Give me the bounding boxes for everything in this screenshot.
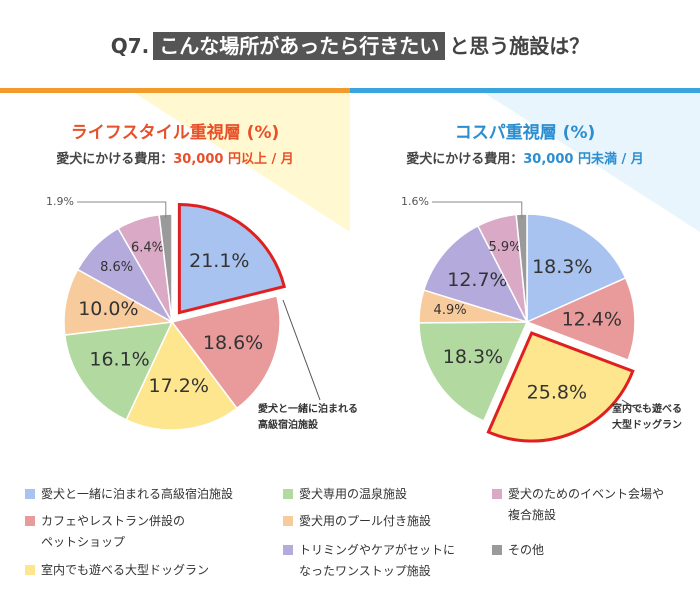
legend-item: 愛犬専用の温泉施設 <box>283 484 407 505</box>
value-label: 10.0% <box>78 298 138 320</box>
header-rest: と思う施設は？ <box>449 34 590 58</box>
value-label: 6.4% <box>131 241 164 256</box>
chart-title: コスパ重視層 (%) <box>454 123 596 143</box>
header-highlight: こんな場所があったら行きたい <box>153 32 446 60</box>
legend-swatch <box>25 489 35 499</box>
header-band <box>350 88 700 93</box>
value-label: 5.9% <box>489 240 522 255</box>
annotation: 愛犬と一緒に泊まれる 高級宿泊施設 <box>258 404 358 431</box>
legend-swatch <box>283 516 293 526</box>
header: Q7. こんな場所があったら行きたい と思う施設は？ <box>0 30 700 60</box>
subtitle-value: 30,000 円以上 / 月 <box>173 152 294 167</box>
pie-slice <box>63 321 174 421</box>
legend-item: 愛犬と一緒に泊まれる高級宿泊施設 <box>25 484 233 505</box>
value-label: 1.6% <box>401 195 429 208</box>
chart-title: ライフスタイル重視層 (%) <box>70 123 280 143</box>
background-shape <box>480 90 700 232</box>
legend-swatch <box>492 545 502 555</box>
pie-slice <box>418 321 529 422</box>
pie-slice <box>486 331 635 443</box>
subtitle-value: 30,000 円未満 / 月 <box>523 152 644 167</box>
value-label: 18.6% <box>203 332 263 354</box>
value-label: 1.9% <box>46 195 74 208</box>
q-number: Q7. <box>110 34 150 58</box>
value-label: 18.3% <box>443 346 503 368</box>
pie-slice <box>526 213 627 324</box>
value-label: 21.1% <box>189 250 249 272</box>
value-label: 16.1% <box>89 349 149 371</box>
legend-item: その他 <box>492 540 544 561</box>
value-label: 8.6% <box>100 260 133 275</box>
legend-item: トリミングやケアがセットに なったワンストップ施設 <box>283 540 455 582</box>
legend-swatch <box>283 489 293 499</box>
legend-item: 愛犬のためのイベント会場や 複合施設 <box>492 484 664 526</box>
subtitle: 愛犬にかける費用：30,000 円以上 / 月 <box>0 148 350 167</box>
legend-item: カフェやレストラン併設の ペットショップ <box>25 511 185 553</box>
leader-line <box>432 201 523 219</box>
value-label: 18.3% <box>532 256 592 278</box>
pie-slice <box>422 224 529 324</box>
legend-swatch <box>25 565 35 575</box>
annotation: 室内でも遊べる 大型ドッグラン <box>612 404 682 431</box>
header-band <box>0 88 350 93</box>
pie-slice <box>525 276 636 362</box>
annotation-line <box>621 399 643 413</box>
value-label: 4.9% <box>434 303 467 318</box>
legend-swatch <box>283 545 293 555</box>
legend-item: 室内でも遊べる大型ドッグラン <box>25 560 209 581</box>
pie-slice <box>125 320 238 431</box>
legend-swatch <box>25 516 35 526</box>
value-label: 12.4% <box>562 309 622 331</box>
subtitle-label: 愛犬にかける費用： <box>56 152 174 167</box>
value-label: 17.2% <box>149 375 209 397</box>
value-label: 12.7% <box>447 269 507 291</box>
value-label: 25.8% <box>527 381 587 403</box>
pie-slice <box>177 203 287 315</box>
annotation-line <box>282 299 321 401</box>
leader-line <box>77 201 167 219</box>
legend-item: 愛犬用のプール付き施設 <box>283 511 431 532</box>
subtitle: 愛犬にかける費用：30,000 円未満 / 月 <box>350 148 700 167</box>
pie-slice <box>170 295 281 410</box>
background-shape <box>130 90 350 232</box>
legend-swatch <box>492 489 502 499</box>
subtitle-label: 愛犬にかける費用： <box>406 152 524 167</box>
